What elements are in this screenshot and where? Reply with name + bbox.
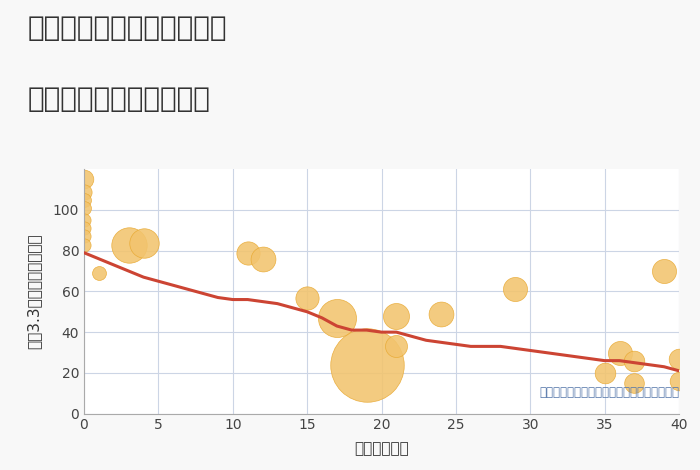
- Text: 千葉県市原市うるいど南の: 千葉県市原市うるいど南の: [28, 14, 228, 42]
- Point: [78, 241, 90, 248]
- Point: [673, 377, 685, 385]
- Point: [93, 269, 104, 277]
- Point: [257, 255, 268, 263]
- Point: [614, 349, 625, 356]
- Y-axis label: 坪（3.3㎡）単価（万円）: 坪（3.3㎡）単価（万円）: [27, 234, 42, 349]
- Point: [599, 369, 610, 376]
- Text: 築年数別中古戸建て価格: 築年数別中古戸建て価格: [28, 85, 211, 113]
- Point: [391, 312, 402, 320]
- Point: [510, 286, 521, 293]
- Point: [242, 249, 253, 257]
- Point: [673, 355, 685, 362]
- Point: [435, 310, 447, 318]
- Point: [78, 176, 90, 183]
- Point: [78, 196, 90, 204]
- Point: [659, 267, 670, 275]
- Point: [78, 216, 90, 224]
- X-axis label: 築年数（年）: 築年数（年）: [354, 441, 409, 456]
- Point: [629, 357, 640, 364]
- Point: [123, 241, 134, 248]
- Point: [78, 204, 90, 212]
- Point: [138, 239, 149, 246]
- Point: [78, 188, 90, 196]
- Point: [302, 294, 313, 301]
- Point: [78, 233, 90, 240]
- Point: [331, 314, 342, 321]
- Point: [361, 361, 372, 368]
- Text: 円の大きさは、取引のあった物件面積を示す: 円の大きさは、取引のあった物件面積を示す: [539, 386, 679, 399]
- Point: [78, 225, 90, 232]
- Point: [629, 379, 640, 387]
- Point: [391, 343, 402, 350]
